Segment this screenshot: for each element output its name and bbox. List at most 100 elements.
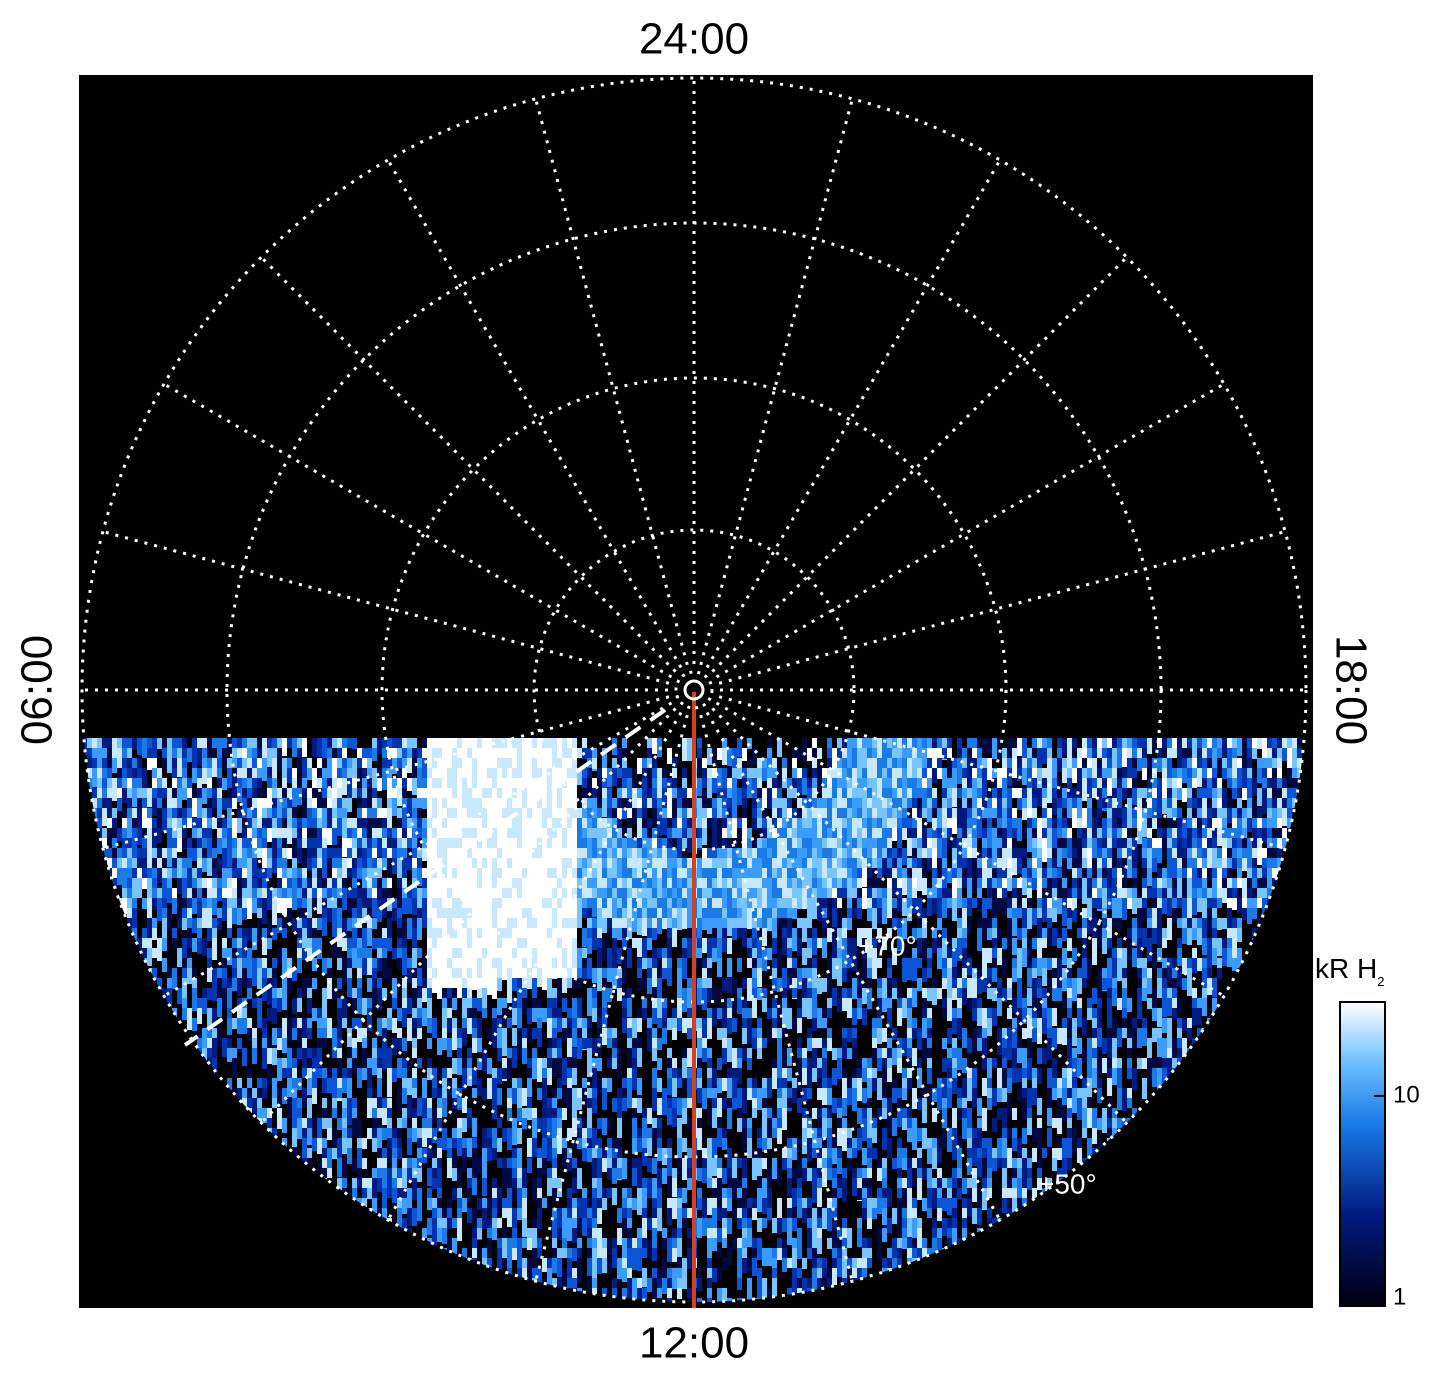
pixel: [122, 788, 127, 803]
pixel: [1242, 768, 1247, 783]
pixel: [272, 908, 277, 925]
pixel: [717, 788, 722, 807]
pixel: [497, 748, 502, 759]
pixel: [612, 798, 617, 816]
pixel: [507, 738, 512, 757]
pixel: [862, 848, 867, 858]
pixel: [507, 828, 512, 844]
pixel: [1137, 938, 1142, 959]
pixel: [297, 818, 302, 828]
pixel: [287, 788, 292, 798]
pixel: [347, 918, 352, 931]
pixel: [1197, 758, 1202, 771]
pixel: [922, 818, 927, 837]
pixel: [782, 798, 787, 808]
pixel: [1027, 908, 1032, 929]
pixel: [267, 968, 272, 983]
pixel: [222, 988, 227, 1006]
pixel: [202, 818, 207, 831]
pixel: [1122, 818, 1127, 831]
pixel: [782, 898, 787, 910]
pixel: [932, 898, 937, 914]
pixel: [312, 938, 317, 954]
pixel: [717, 928, 722, 941]
pixel: [992, 788, 997, 805]
pixel: [747, 848, 752, 861]
pixel: [782, 1008, 787, 1029]
pixel: [517, 958, 522, 968]
pixel: [912, 858, 917, 870]
pixel: [1002, 878, 1007, 897]
pixel: [687, 878, 692, 897]
pixel: [822, 848, 827, 859]
pixel: [747, 948, 752, 961]
pixel: [1252, 798, 1257, 814]
pixel: [937, 988, 942, 999]
pixel: [852, 788, 857, 804]
pixel: [227, 828, 232, 844]
pixel: [687, 808, 692, 818]
pixel: [332, 738, 337, 755]
pixel: [527, 898, 532, 912]
pixel: [112, 858, 117, 874]
pixel: [902, 758, 907, 774]
pixel: [117, 778, 122, 793]
pixel: [902, 868, 907, 878]
pixel: [557, 948, 562, 966]
pixel: [1072, 758, 1077, 771]
pixel: [922, 808, 927, 819]
pixel: [427, 888, 432, 903]
pixel: [257, 1008, 262, 1028]
pixel: [697, 758, 702, 773]
pixel: [462, 998, 467, 1013]
pixel: [177, 878, 182, 894]
pixel: [992, 988, 997, 1001]
pixel: [487, 868, 492, 887]
pixel: [552, 988, 557, 1004]
pixel: [177, 838, 182, 852]
pixel: [742, 978, 747, 989]
pixel: [1207, 948, 1212, 970]
pixel: [927, 748, 932, 759]
pixel: [472, 998, 477, 1010]
pixel: [312, 788, 317, 805]
pixel: [872, 838, 877, 854]
pixel: [712, 928, 717, 940]
pixel: [347, 858, 352, 874]
pixel: [1267, 758, 1272, 773]
pixel: [1217, 848, 1222, 866]
pixel: [332, 828, 337, 845]
pixel: [1022, 948, 1027, 967]
pixel: [467, 888, 472, 905]
pixel: [652, 1008, 657, 1024]
pixel: [1232, 788, 1237, 799]
pixel: [562, 998, 567, 1012]
pixel: [497, 978, 502, 991]
pixel: [402, 918, 407, 937]
pixel: [1232, 758, 1237, 769]
pixel: [1187, 858, 1192, 869]
pixel: [517, 848, 522, 861]
pixel: [622, 768, 627, 781]
pixel: [1242, 748, 1247, 769]
pixel: [1077, 888, 1082, 899]
pixel: [822, 928, 827, 938]
pixel: [357, 798, 362, 810]
pixel: [1172, 788, 1177, 803]
pixel: [267, 988, 272, 1005]
pixel: [1102, 858, 1107, 870]
pixel: [1082, 888, 1087, 904]
pixel: [437, 788, 442, 801]
pixel: [917, 868, 922, 891]
pixel: [412, 988, 417, 1004]
pixel: [307, 998, 312, 1014]
pixel: [477, 958, 482, 975]
pixel: [797, 818, 802, 831]
pixel: [1022, 858, 1027, 875]
pixel: [1097, 928, 1102, 948]
pixel: [1017, 878, 1022, 894]
pixel: [867, 878, 872, 897]
pixel: [287, 968, 292, 984]
pixel: [1192, 928, 1197, 940]
pixel: [757, 858, 762, 870]
